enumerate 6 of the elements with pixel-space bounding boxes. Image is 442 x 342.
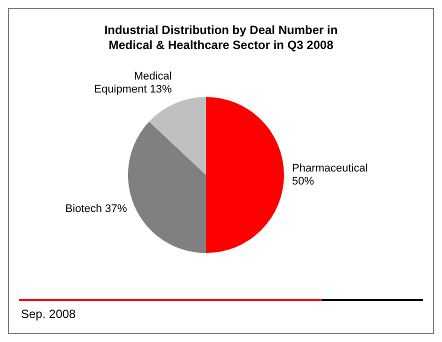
- data-label: 50%: [292, 176, 314, 188]
- text: Sep. 2008: [21, 307, 76, 321]
- slice-label: Biotech 37%: [65, 203, 128, 216]
- chart-title: Industrial Distribution by Deal Number in Medical & Healthcare Sector in Q3 2008: [103, 23, 339, 53]
- slice-label: Medical Equipment 13%: [94, 70, 172, 96]
- slice-label: Pharmaceutical: [292, 162, 368, 175]
